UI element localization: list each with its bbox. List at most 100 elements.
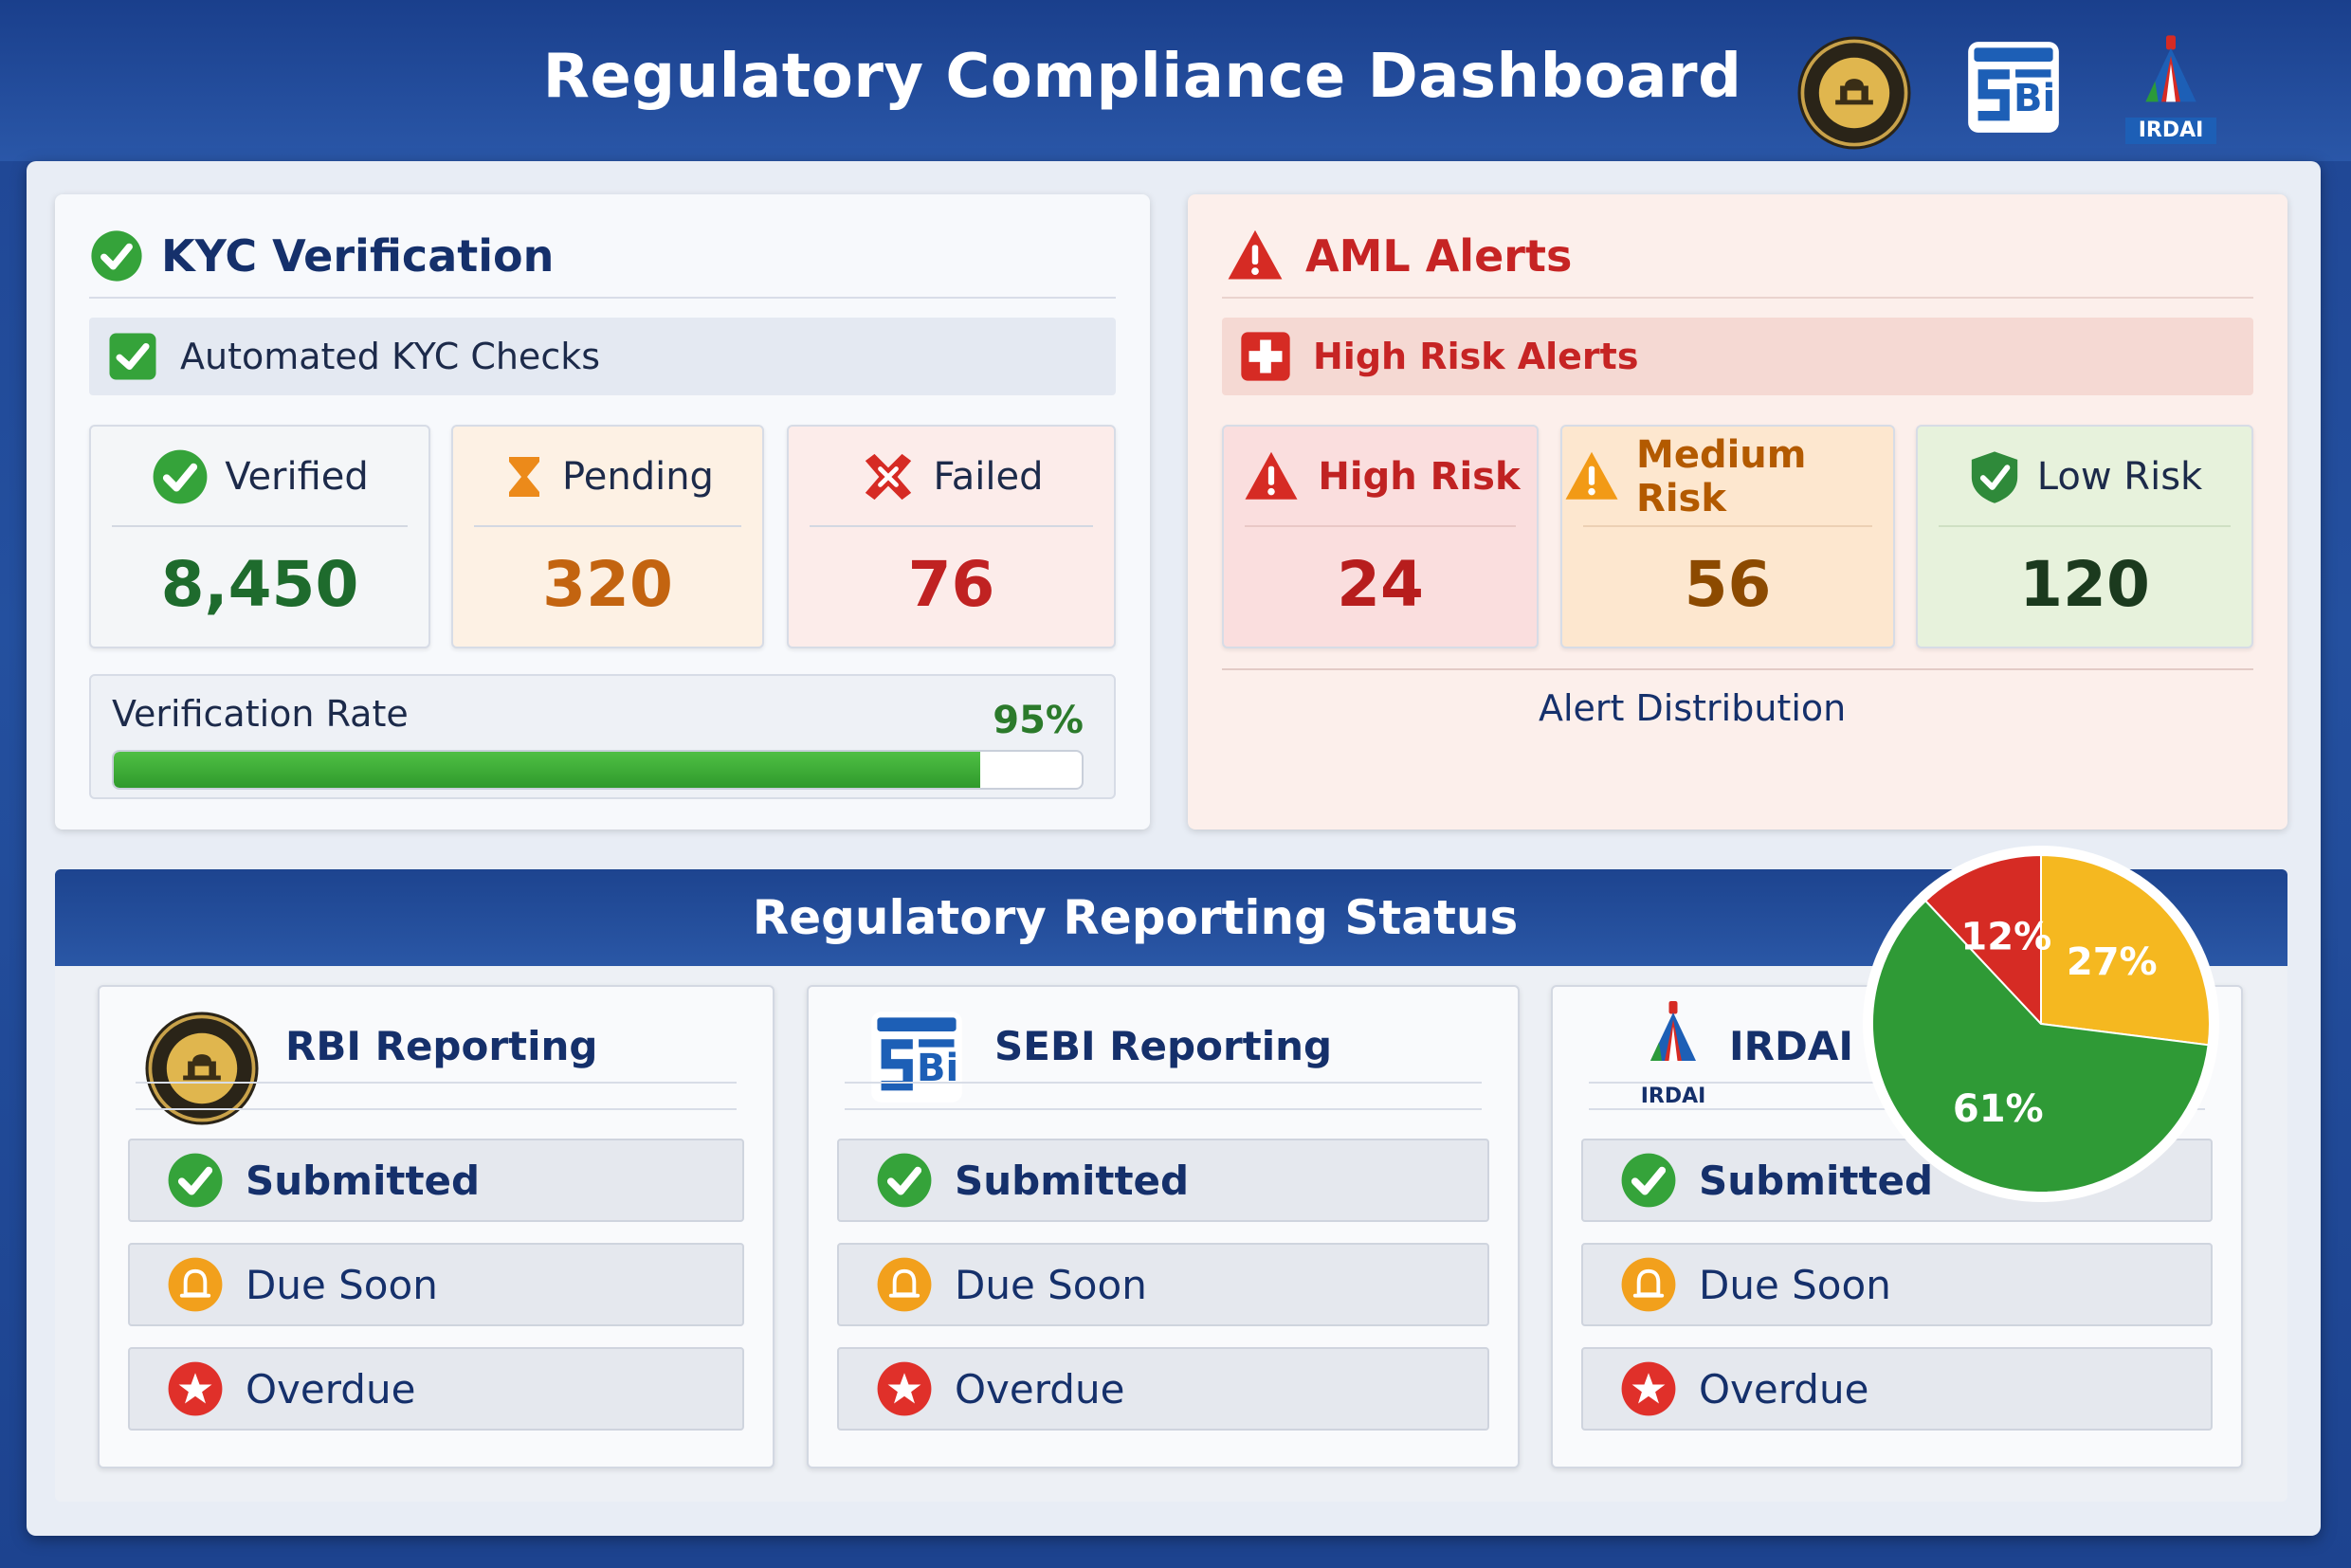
aml-medium-risk-card[interactable]: Medium Risk 56 bbox=[1560, 425, 1895, 648]
stat-divider bbox=[1583, 525, 1872, 527]
sebi-logo-icon[interactable]: Bi bbox=[1964, 38, 2063, 137]
pie-labels: 12% 27% 61% bbox=[1953, 915, 2158, 1130]
sebi-status-overdue[interactable]: Overdue bbox=[837, 1347, 1489, 1431]
red-cross-icon bbox=[1239, 330, 1292, 383]
kyc-verified-head: Verified bbox=[91, 444, 428, 510]
app-header: Regulatory Compliance Dashboard Bi IRDAI bbox=[0, 0, 2351, 161]
kyc-failed-card[interactable]: Failed 76 bbox=[787, 425, 1116, 648]
reporting-title: Regulatory Reporting Status bbox=[752, 890, 1519, 945]
status-label: Overdue bbox=[246, 1365, 416, 1413]
aml-high-risk-card[interactable]: High Risk 24 bbox=[1222, 425, 1539, 648]
rbi-logo-icon[interactable] bbox=[1795, 34, 1913, 152]
alert-distribution-label: Alert Distribution bbox=[1539, 687, 1847, 729]
irdai-status-overdue[interactable]: Overdue bbox=[1581, 1347, 2213, 1431]
bell-icon bbox=[166, 1255, 225, 1314]
sebi-logo-text: Bi bbox=[917, 1047, 959, 1090]
status-label: Overdue bbox=[955, 1365, 1125, 1413]
status-label: Overdue bbox=[1699, 1365, 1869, 1413]
rbi-reporting-title: RBI Reporting bbox=[285, 1023, 598, 1069]
rbi-status-submitted[interactable]: Submitted bbox=[128, 1139, 744, 1222]
kyc-pending-value: 320 bbox=[542, 548, 673, 621]
dashboard-title: Regulatory Compliance Dashboard bbox=[542, 42, 1742, 112]
verification-rate-progress-fill bbox=[114, 752, 980, 788]
aml-medium-value: 56 bbox=[1684, 548, 1772, 621]
warning-triangle-icon bbox=[1562, 448, 1621, 505]
alert-distribution-pie-chart[interactable]: 12% 27% 61% bbox=[1861, 844, 2221, 1204]
main-frame: KYC Verification Automated KYC Checks Ve… bbox=[27, 161, 2321, 1536]
kyc-subheader[interactable]: Automated KYC Checks bbox=[89, 318, 1116, 395]
verification-rate-label: Verification Rate bbox=[112, 693, 409, 735]
rbi-reporting-card[interactable]: RBI Reporting Submitted Due Soon Overdue bbox=[98, 985, 775, 1468]
verification-rate-progress-bar bbox=[112, 750, 1084, 790]
pie-slice-high-risk[interactable] bbox=[1923, 853, 2042, 1027]
rbi-status-due-soon[interactable]: Due Soon bbox=[128, 1243, 744, 1326]
hourglass-icon bbox=[501, 449, 547, 504]
check-circle-icon bbox=[875, 1151, 934, 1210]
status-label: Due Soon bbox=[246, 1261, 438, 1308]
overdue-star-icon bbox=[875, 1359, 934, 1418]
bell-icon bbox=[875, 1255, 934, 1314]
kyc-title-divider bbox=[89, 297, 1116, 299]
card-divider bbox=[845, 1108, 1482, 1110]
kyc-panel: KYC Verification Automated KYC Checks Ve… bbox=[55, 194, 1150, 830]
pie-slice-medium-risk[interactable] bbox=[2040, 853, 2211, 1047]
sebi-status-submitted[interactable]: Submitted bbox=[837, 1139, 1489, 1222]
aml-panel-title: AML Alerts bbox=[1222, 223, 1572, 289]
kyc-failed-value: 76 bbox=[907, 548, 995, 621]
aml-medium-head: Medium Risk bbox=[1562, 433, 1893, 520]
aml-high-value: 24 bbox=[1337, 548, 1424, 621]
irdai-status-due-soon[interactable]: Due Soon bbox=[1581, 1243, 2213, 1326]
bell-icon bbox=[1619, 1255, 1678, 1314]
sebi-logo-icon: Bi bbox=[867, 1008, 966, 1110]
aml-title-text: AML Alerts bbox=[1305, 230, 1573, 282]
irdai-logo-text: IRDAI bbox=[1640, 1085, 1706, 1108]
overdue-star-icon bbox=[166, 1359, 225, 1418]
status-label: Submitted bbox=[246, 1157, 481, 1204]
stat-divider bbox=[810, 525, 1093, 527]
aml-subheader[interactable]: High Risk Alerts bbox=[1222, 318, 2253, 395]
kyc-verified-card[interactable]: Verified 8,450 bbox=[89, 425, 430, 648]
sebi-reporting-card[interactable]: Bi SEBI Reporting Submitted Due Soon Ove… bbox=[807, 985, 1520, 1468]
rbi-status-overdue[interactable]: Overdue bbox=[128, 1347, 744, 1431]
aml-divider bbox=[1222, 668, 2253, 670]
irdai-logo-icon[interactable]: IRDAI bbox=[2123, 32, 2218, 146]
overdue-star-icon bbox=[1619, 1359, 1678, 1418]
card-divider bbox=[845, 1082, 1482, 1084]
kyc-failed-label: Failed bbox=[933, 455, 1044, 499]
stat-divider bbox=[112, 525, 408, 527]
kyc-pending-label: Pending bbox=[562, 455, 714, 499]
pie-slice-low-risk[interactable] bbox=[1871, 899, 2210, 1194]
status-label: Submitted bbox=[955, 1157, 1190, 1204]
sebi-reporting-title: SEBI Reporting bbox=[994, 1023, 1333, 1069]
aml-high-head: High Risk bbox=[1224, 444, 1537, 510]
verification-rate-box: Verification Rate 95% bbox=[89, 674, 1116, 799]
stat-divider bbox=[1245, 525, 1516, 527]
status-label: Due Soon bbox=[1699, 1261, 1891, 1308]
kyc-failed-head: Failed bbox=[789, 444, 1114, 510]
kyc-subheader-label: Automated KYC Checks bbox=[180, 336, 601, 377]
aml-high-label: High Risk bbox=[1318, 455, 1521, 499]
shield-check-icon bbox=[1967, 447, 2022, 506]
kyc-pending-head: Pending bbox=[453, 444, 762, 510]
aml-low-risk-card[interactable]: Low Risk 120 bbox=[1916, 425, 2253, 648]
check-circle-icon bbox=[89, 228, 144, 283]
check-circle-icon bbox=[166, 1151, 225, 1210]
kyc-pending-card[interactable]: Pending 320 bbox=[451, 425, 764, 648]
aml-subheader-label: High Risk Alerts bbox=[1313, 336, 1639, 377]
checkbox-icon bbox=[106, 330, 159, 383]
verification-rate-value: 95% bbox=[993, 699, 1084, 742]
aml-low-head: Low Risk bbox=[1918, 444, 2251, 510]
card-divider bbox=[136, 1082, 737, 1084]
pie-label-high-risk: 12% bbox=[1960, 915, 2051, 958]
stat-divider bbox=[474, 525, 741, 527]
sebi-logo-text: Bi bbox=[2014, 77, 2056, 120]
kyc-panel-title: KYC Verification bbox=[89, 223, 554, 289]
warning-triangle-icon bbox=[1222, 227, 1288, 285]
reporting-area: RBI Reporting Submitted Due Soon Overdue… bbox=[55, 966, 2287, 1502]
status-label: Due Soon bbox=[955, 1261, 1147, 1308]
aml-title-divider bbox=[1222, 297, 2253, 299]
irdai-status-submitted[interactable]: Submitted bbox=[1581, 1139, 2213, 1222]
x-mark-icon bbox=[859, 449, 918, 504]
check-circle-icon bbox=[151, 447, 210, 506]
sebi-status-due-soon[interactable]: Due Soon bbox=[837, 1243, 1489, 1326]
